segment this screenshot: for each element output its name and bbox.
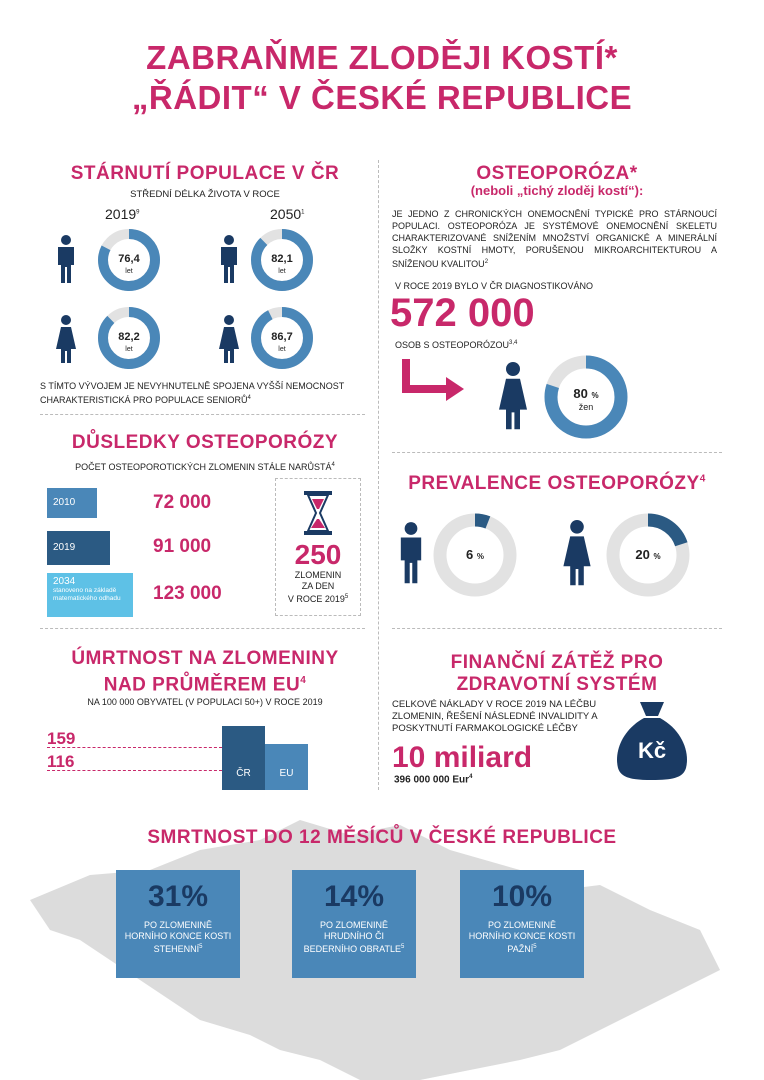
lethality-pct: 10% [491, 880, 553, 913]
value-men-2050: 82,1 let [271, 253, 293, 276]
finance-amount: 10 miliard [392, 741, 533, 774]
year-2050: 20501 [270, 206, 305, 222]
woman-icon [563, 520, 591, 586]
diag-label: V ROCE 2019 BYLO V ČR DIAGNOSTIKOVÁNO [395, 281, 594, 291]
osteo-description: JE JEDNO Z CHRONICKÝCH ONEMOCNĚNÍ TYPICK… [392, 209, 717, 269]
woman-icon [499, 362, 527, 430]
cz-bar-label: ČR [236, 768, 251, 779]
value-2019: 91 000 [153, 536, 212, 557]
cz-bar [222, 726, 265, 790]
lethality-desc: PO ZLOMENINĚ HORNÍHO KONCE KOSTI STEHENN… [124, 920, 232, 954]
aging-note: S TÍMTO VÝVOJEM JE NEVYHNUTELNĚ SPOJENA … [40, 381, 345, 405]
lethality-title: SMRTNOST DO 12 MĚSÍCŮ V ČESKÉ REPUBLICE [147, 827, 617, 848]
woman-icon [56, 315, 76, 363]
lethality-desc: PO ZLOMENINĚ HRUDNÍHO ČI BEDERNÍHO OBRAT… [303, 920, 405, 954]
aging-title: STÁRNUTÍ POPULACE V ČR [70, 163, 340, 184]
consequences-subtitle: POČET OSTEOPOROTICKÝCH ZLOMENIN STÁLE NA… [75, 462, 335, 472]
finance-title: FINANČNÍ ZÁTĚŽ PRO ZDRAVOTNÍ SYSTÉM [450, 652, 664, 695]
man-icon [221, 235, 237, 283]
mortality-subtitle: NA 100 000 OBYVATEL (V POPULACI 50+) V R… [87, 697, 323, 707]
daily-label2: ZA DEN [301, 581, 335, 591]
bar-2010: 2010 [47, 488, 97, 518]
divider [40, 414, 365, 415]
bag-label: Kč [637, 738, 667, 763]
finance-eur: 396 000 000 Eur4 [394, 774, 473, 786]
daily-number: 250 [294, 539, 342, 570]
bar-2034: 2034 stanoveno na základě matema­tického… [47, 573, 133, 617]
vertical-divider [378, 160, 379, 790]
daily-fractures-box: 250 ZLOMENIN ZA DEN V ROCE 20195 [275, 478, 361, 616]
donut-men-2019 [98, 229, 160, 291]
donut-women-2050 [251, 307, 313, 369]
hourglass-icon [304, 491, 332, 535]
cz-guide-line [47, 747, 222, 748]
arrow-right-icon [402, 359, 464, 401]
lethality-pct: 31% [147, 880, 209, 913]
prevalence-women-label: 20 % [635, 547, 661, 562]
diag-unit: OSOB S OSTEOPORÓZOU3,4 [395, 340, 518, 350]
osteo-title: OSTEOPORÓZA* [476, 163, 638, 184]
eu-guide-line [47, 770, 222, 771]
money-bag-icon [617, 702, 687, 780]
prevalence-title: PREVALENCE OSTEOPORÓZY4 [408, 473, 706, 494]
consequences-title: DŮSLEDKY OSTEOPORÓZY [71, 432, 339, 453]
value-2010: 72 000 [153, 492, 212, 513]
value-women-2050: 86,7 let [271, 331, 293, 354]
eu-value: 116 [47, 752, 75, 771]
daily-label3: V ROCE 20195 [287, 594, 349, 604]
lethality-box-spine: 14% PO ZLOMENINĚ HRUDNÍHO ČI BEDERNÍHO O… [292, 870, 416, 978]
donut-prevalence-women [606, 513, 690, 597]
donut-women-share [544, 355, 628, 439]
divider [392, 628, 722, 629]
man-icon [58, 235, 74, 283]
page-title: ZABRAŇME ZLODĚJI KOSTÍ* „ŘÁDIT“ V ČESKÉ … [131, 39, 633, 116]
donut-prevalence-men [433, 513, 517, 597]
aging-subtitle: STŘEDNÍ DÉLKA ŽIVOTA V ROCE [130, 189, 280, 200]
donut-women-2019 [98, 307, 160, 369]
divider [40, 628, 365, 629]
donut-men-2050 [251, 229, 313, 291]
year-2019: 20199 [105, 206, 140, 222]
daily-label1: ZLOMENIN [294, 570, 342, 580]
mortality-title: ÚMRTNOST NA ZLOMENINY NAD PRŮMĚREM EU4 [71, 648, 339, 696]
value-2034: 123 000 [153, 583, 222, 604]
women-share-label: 80 % žen [573, 386, 599, 412]
cz-value: 159 [47, 729, 76, 748]
osteo-subtitle: (neboli „tichý zloděj kostí“): [470, 183, 644, 198]
eu-bar-label: EU [279, 768, 294, 779]
lethality-pct: 14% [323, 880, 385, 913]
divider [392, 452, 722, 453]
woman-icon [219, 315, 239, 363]
finance-description: CELKOVÉ NÁKLADY V ROCE 2019 NA LÉČBU ZLO… [392, 699, 598, 734]
man-icon [400, 522, 422, 584]
lethality-box-humerus: 10% PO ZLOMENINĚ HORNÍHO KONCE KOSTI PAŽ… [460, 870, 584, 978]
prevalence-men-label: 6 % [466, 547, 484, 562]
diag-number: 572 000 [390, 291, 535, 335]
value-men-2019: 76,4 let [118, 253, 140, 276]
eu-bar [265, 743, 308, 790]
value-women-2019: 82,2 let [118, 331, 140, 354]
lethality-box-femur: 31% PO ZLOMENINĚ HORNÍHO KONCE KOSTI STE… [116, 870, 240, 978]
bar-2019: 2019 [47, 531, 110, 565]
lethality-desc: PO ZLOMENINĚ HORNÍHO KONCE KOSTI PAŽNÍ5 [468, 920, 576, 954]
